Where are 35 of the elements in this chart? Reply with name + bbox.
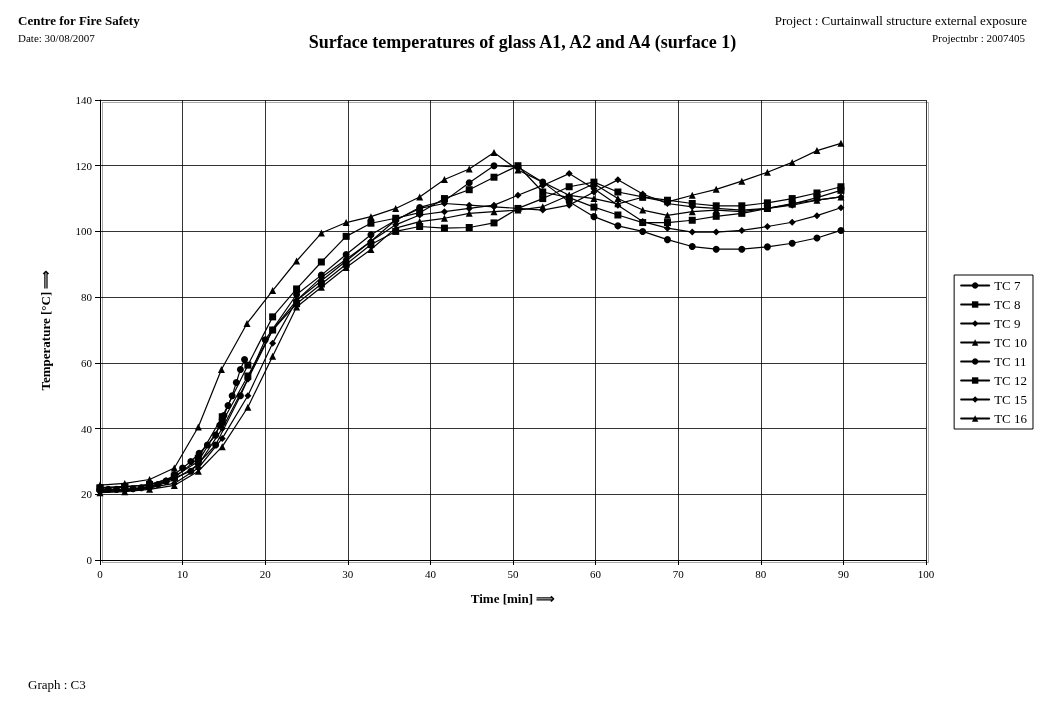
y-tick-label: 120 (75, 159, 93, 172)
x-tick-label: 30 (342, 567, 354, 580)
y-tick-label: 80 (81, 291, 93, 304)
y-tick-label: 140 (75, 94, 93, 106)
legend-label: TC 12 (994, 373, 1028, 388)
y-tick-label: 40 (81, 422, 93, 435)
x-tick-label: 20 (259, 567, 272, 580)
legend-label: TC 7 (994, 278, 1021, 293)
legend-label: TC 11 (994, 354, 1027, 369)
legend-label: TC 15 (994, 392, 1028, 407)
text: Projectnbr : 2007405 (932, 31, 1026, 44)
x-tick-label: 0 (97, 567, 104, 580)
x-tick-label: 70 (672, 567, 685, 580)
y-tick-label: 60 (81, 356, 93, 369)
y-tick-label: 20 (81, 488, 93, 501)
y-tick-label: 0 (86, 554, 93, 566)
x-tick-label: 50 (507, 567, 519, 580)
text: Project : Curtainwall structure external exposure (774, 13, 1028, 28)
legend-label: TC 8 (994, 297, 1021, 312)
text: Date: 30/08/2007 (18, 31, 96, 44)
x-tick-label: 10 (177, 567, 189, 580)
x-tick-label: 40 (424, 567, 437, 580)
y-axis-title: Temperature [°C] ⟹ (38, 269, 53, 391)
text: Graph : C3 (28, 677, 86, 692)
x-axis-title: Time [min] ⟹ (470, 591, 556, 606)
x-tick-label: 90 (837, 567, 850, 580)
y-tick-label: 100 (75, 225, 93, 238)
text: Centre for Fire Safety (18, 13, 141, 28)
legend-label: TC 10 (994, 335, 1028, 350)
legend-label: TC 9 (994, 316, 1021, 331)
chart-title: Surface temperatures of glass A1, A2 and A4 (surface 1) (308, 32, 737, 53)
legend-label: TC 16 (994, 411, 1028, 426)
x-tick-label: 60 (590, 567, 602, 580)
x-tick-label: 100 (917, 567, 935, 580)
x-tick-label: 80 (755, 567, 767, 580)
